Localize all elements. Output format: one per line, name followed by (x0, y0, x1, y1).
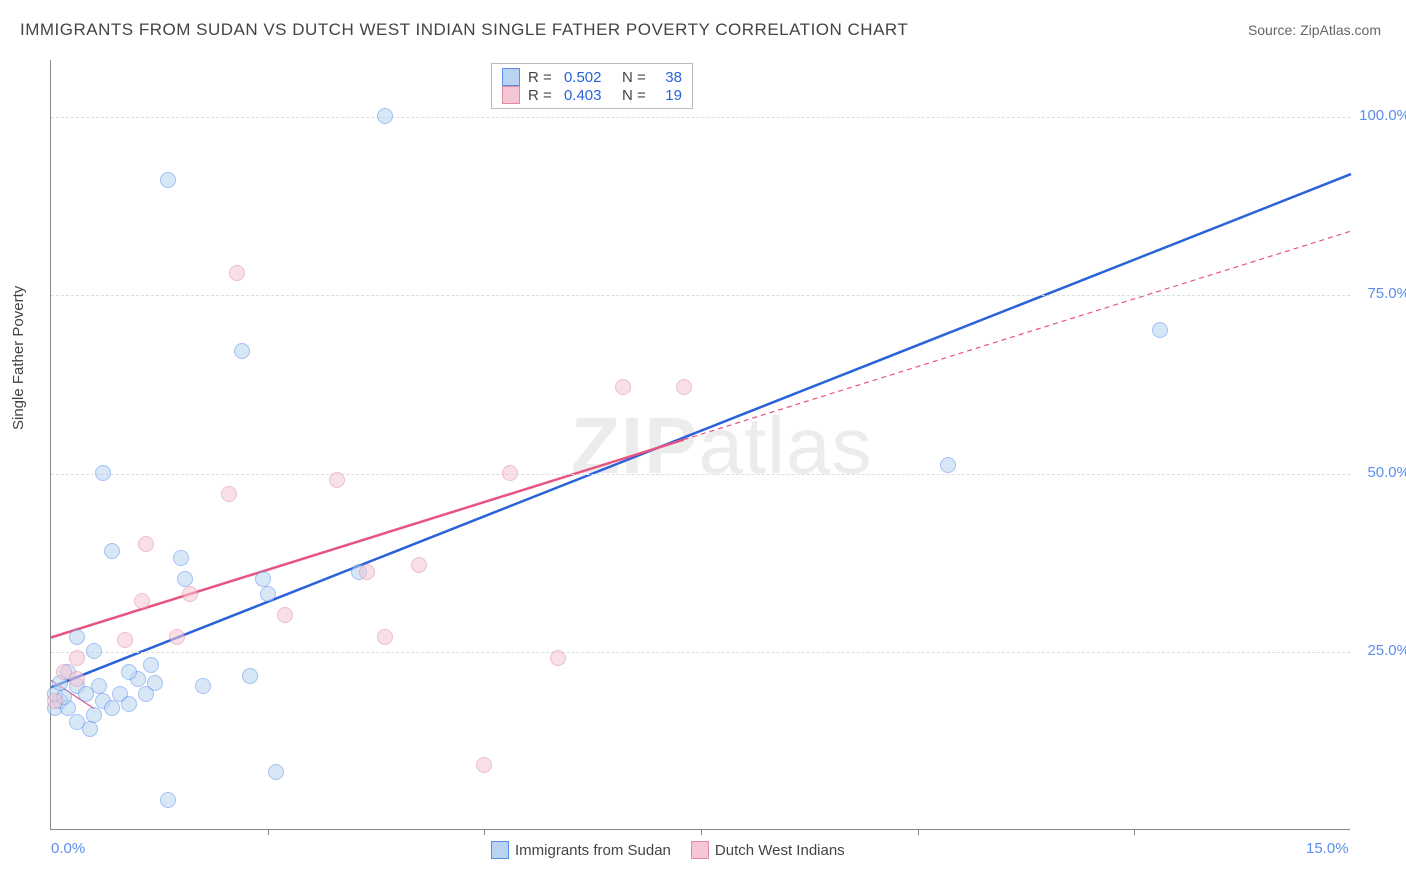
scatter-point (182, 586, 198, 602)
scatter-point (69, 629, 85, 645)
scatter-point (195, 678, 211, 694)
legend-series: Immigrants from Sudan Dutch West Indians (491, 841, 845, 859)
gridline (51, 295, 1350, 296)
scatter-point (234, 343, 250, 359)
scatter-point (242, 668, 258, 684)
scatter-point (47, 693, 63, 709)
y-tick-label: 50.0% (1367, 464, 1406, 481)
scatter-point (160, 792, 176, 808)
scatter-point (134, 593, 150, 609)
chart-title: IMMIGRANTS FROM SUDAN VS DUTCH WEST INDI… (20, 20, 908, 40)
scatter-point (169, 629, 185, 645)
scatter-point (1152, 322, 1168, 338)
legend-label: Dutch West Indians (715, 842, 845, 859)
scatter-point (121, 696, 137, 712)
scatter-point (143, 657, 159, 673)
y-tick-label: 25.0% (1367, 642, 1406, 659)
y-tick-label: 100.0% (1359, 107, 1406, 124)
scatter-point (69, 650, 85, 666)
legend-item: Dutch West Indians (691, 841, 845, 859)
scatter-point (277, 607, 293, 623)
scatter-point (615, 379, 631, 395)
legend-swatch (491, 841, 509, 859)
y-axis-label: Single Father Poverty (10, 286, 27, 430)
source-name: ZipAtlas.com (1300, 22, 1381, 38)
legend-swatch (691, 841, 709, 859)
gridline (51, 474, 1350, 475)
scatter-point (69, 671, 85, 687)
trendline (51, 174, 1351, 687)
scatter-point (121, 664, 137, 680)
scatter-point (173, 550, 189, 566)
scatter-point (91, 678, 107, 694)
chart-container: IMMIGRANTS FROM SUDAN VS DUTCH WEST INDI… (0, 0, 1406, 892)
legend-label: Immigrants from Sudan (515, 842, 671, 859)
scatter-point (411, 557, 427, 573)
scatter-point (268, 764, 284, 780)
scatter-point (147, 675, 163, 691)
x-tick-label: 15.0% (1306, 840, 1349, 857)
scatter-point (95, 465, 111, 481)
x-tick-label: 0.0% (51, 840, 85, 857)
x-minor-tick (1134, 829, 1135, 835)
scatter-point (104, 700, 120, 716)
scatter-point (229, 265, 245, 281)
scatter-point (377, 629, 393, 645)
scatter-point (255, 571, 271, 587)
scatter-point (117, 632, 133, 648)
scatter-point (86, 643, 102, 659)
source-attribution: Source: ZipAtlas.com (1248, 22, 1381, 38)
legend-item: Immigrants from Sudan (491, 841, 671, 859)
scatter-point (160, 172, 176, 188)
x-minor-tick (701, 829, 702, 835)
scatter-point (82, 721, 98, 737)
scatter-point (260, 586, 276, 602)
source-label: Source: (1248, 22, 1296, 38)
scatter-point (476, 757, 492, 773)
scatter-point (359, 564, 375, 580)
gridline (51, 652, 1350, 653)
trendline-dashed (684, 231, 1351, 440)
plot-area: ZIPatlas R = 0.502 N = 38R = 0.403 N = 1… (50, 60, 1350, 830)
scatter-point (676, 379, 692, 395)
scatter-point (329, 472, 345, 488)
x-minor-tick (268, 829, 269, 835)
y-tick-label: 75.0% (1367, 285, 1406, 302)
scatter-point (502, 465, 518, 481)
scatter-point (550, 650, 566, 666)
scatter-point (377, 108, 393, 124)
x-minor-tick (918, 829, 919, 835)
scatter-point (104, 543, 120, 559)
gridline (51, 117, 1350, 118)
x-minor-tick (484, 829, 485, 835)
scatter-point (940, 457, 956, 473)
trendlines-svg (51, 60, 1350, 829)
scatter-point (221, 486, 237, 502)
scatter-point (138, 536, 154, 552)
